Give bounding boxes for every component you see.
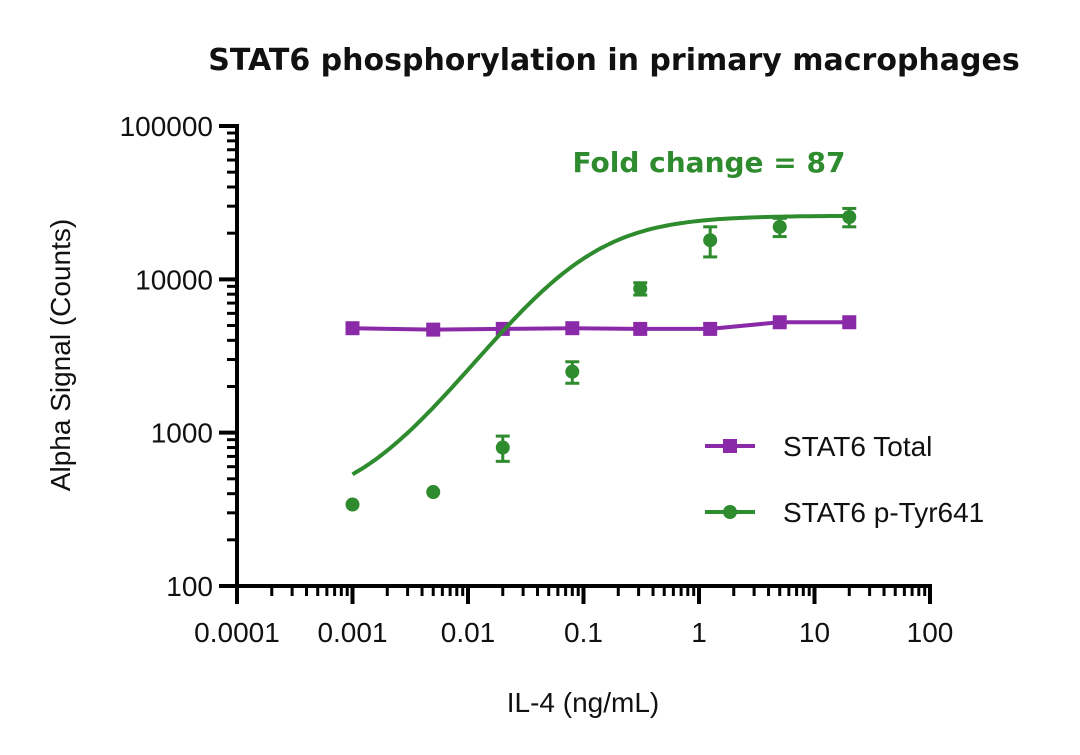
x-axis-label: IL-4 (ng/mL)	[507, 687, 660, 718]
legend-swatch-marker	[723, 439, 737, 453]
x-tick-label: 10	[799, 617, 830, 648]
data-point	[495, 440, 510, 455]
data-point	[565, 321, 580, 336]
data-point	[842, 209, 857, 224]
plot-layer: 0.0001 0.001 0.01 0.1 1 10 100 100 1000 10000 1000…	[120, 111, 954, 648]
x-tick-label: 0.01	[441, 617, 496, 648]
series-line	[352, 320, 850, 332]
data-point	[842, 315, 857, 330]
x-tick-label: 1	[691, 617, 707, 648]
data-point	[703, 233, 718, 248]
legend: STAT6 Total STAT6 p-Tyr641	[705, 431, 984, 528]
data-point	[772, 219, 787, 234]
series-line	[351, 213, 850, 477]
legend-label: STAT6 p-Tyr641	[783, 497, 984, 528]
x-tick-label: 0.1	[564, 617, 603, 648]
data-point	[633, 321, 648, 336]
data-point	[426, 485, 441, 500]
data-point	[345, 321, 360, 336]
legend-swatch-marker	[723, 505, 737, 519]
x-tick-label: 0.001	[317, 617, 387, 648]
y-tick-label: 1000	[151, 418, 213, 449]
fold-change-annotation: Fold change = 87	[573, 146, 846, 179]
chart-title: STAT6 phosphorylation in primary macroph…	[208, 43, 1019, 78]
y-axis-label: Alpha Signal (Counts)	[45, 219, 76, 491]
data-point	[426, 322, 441, 337]
data-point	[565, 364, 580, 379]
data-point	[345, 497, 360, 512]
y-tick-label: 100000	[120, 111, 213, 142]
y-tick-label: 100	[166, 571, 213, 602]
legend-label: STAT6 Total	[783, 431, 932, 462]
x-tick-label: 0.0001	[194, 617, 280, 648]
x-tick-label: 100	[907, 617, 954, 648]
data-point	[772, 315, 787, 330]
data-point	[703, 321, 718, 336]
data-point	[633, 281, 648, 296]
y-tick-label: 10000	[135, 264, 213, 295]
